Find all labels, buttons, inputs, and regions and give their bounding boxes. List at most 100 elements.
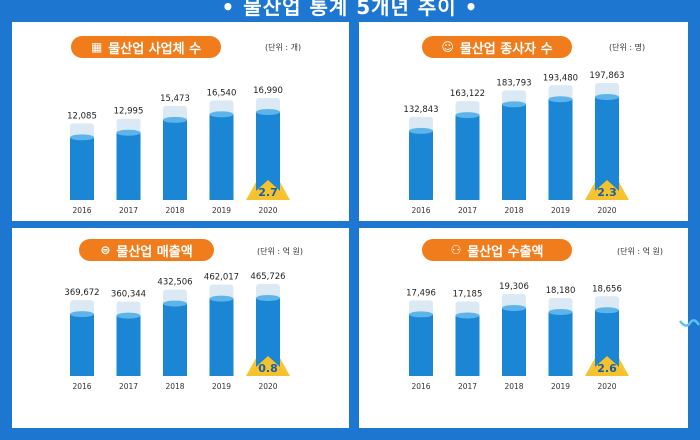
chart-panel-employees: ☺ 물산업 종사자 수 (단위 : 명) 132,843 2016 163,122 2… bbox=[359, 22, 688, 221]
data-label: 462,017 bbox=[204, 273, 239, 283]
bar bbox=[209, 298, 234, 376]
bar bbox=[116, 132, 141, 200]
bar bbox=[70, 137, 94, 200]
chart-unit: (단위 : 억 원) bbox=[617, 247, 664, 256]
data-label: 18,656 bbox=[592, 284, 622, 294]
data-label: 465,726 bbox=[250, 272, 285, 282]
bar-top-ellipse bbox=[116, 129, 141, 136]
bar bbox=[548, 311, 573, 376]
category-tick-label: 2020 bbox=[597, 206, 616, 215]
chart-title: 물산업 종사자 수 bbox=[459, 41, 553, 57]
chart-unit: (단위 : 명) bbox=[609, 43, 646, 52]
bar-top-ellipse bbox=[163, 300, 187, 307]
bar bbox=[163, 303, 187, 376]
category-tick-label: 2020 bbox=[258, 206, 277, 215]
bar bbox=[455, 315, 480, 376]
bar-top-ellipse bbox=[409, 311, 433, 318]
growth-rate-label: 2.7 bbox=[258, 186, 278, 199]
bar-top-ellipse bbox=[116, 312, 141, 319]
bar-top-ellipse bbox=[163, 116, 187, 123]
category-tick-label: 2016 bbox=[72, 206, 91, 215]
growth-rate-label: 0.8 bbox=[258, 362, 278, 375]
category-tick-label: 2017 bbox=[119, 382, 138, 391]
growth-arrow-head bbox=[585, 180, 629, 200]
chart-title: 물산업 사업체 수 bbox=[108, 41, 202, 57]
bar-top-ellipse bbox=[548, 308, 573, 315]
category-tick-label: 2019 bbox=[551, 206, 570, 215]
bar-top-ellipse bbox=[455, 112, 480, 119]
chart-panel-sales: ⊜ 물산업 매출액 (단위 : 억 원) 369,672 2016 360,344 2… bbox=[12, 228, 349, 428]
bar-chart: 369,672 2016 360,344 2017 432,506 2018 462,017… bbox=[64, 272, 290, 391]
chart-title: 물산업 매출액 bbox=[116, 244, 193, 260]
chart-panel-businesses: ▦ 물산업 사업체 수 (단위 : 개) 12,085 2016 12,995 201… bbox=[12, 22, 349, 221]
category-tick-label: 2018 bbox=[504, 206, 523, 215]
chart-title-pill: ☺ 물산업 종사자 수 bbox=[422, 36, 572, 58]
category-tick-label: 2018 bbox=[504, 382, 523, 391]
person-icon: ☺ bbox=[441, 40, 454, 54]
growth-arrow-head bbox=[585, 356, 629, 376]
category-tick-label: 2017 bbox=[458, 382, 477, 391]
data-label: 16,990 bbox=[253, 86, 283, 96]
data-label: 132,843 bbox=[403, 105, 438, 115]
data-label: 15,473 bbox=[160, 94, 190, 104]
bar-top-ellipse bbox=[548, 96, 573, 103]
bar bbox=[409, 130, 433, 200]
bar bbox=[409, 314, 433, 376]
growth-arrow-head bbox=[246, 356, 290, 376]
category-tick-label: 2020 bbox=[597, 382, 616, 391]
chart-unit: (단위 : 억 원) bbox=[257, 247, 304, 256]
bar-top-ellipse bbox=[502, 305, 526, 311]
data-label: 197,863 bbox=[589, 71, 624, 81]
category-tick-label: 2019 bbox=[212, 206, 231, 215]
data-label: 193,480 bbox=[543, 73, 578, 83]
bar-top-ellipse bbox=[409, 127, 433, 134]
bar-top-ellipse bbox=[209, 111, 234, 118]
money-bag-icon: ⊜ bbox=[100, 243, 111, 257]
data-label: 16,540 bbox=[207, 88, 237, 98]
bar-top-ellipse bbox=[595, 307, 619, 314]
bar-top-ellipse bbox=[502, 101, 526, 108]
bar-top-ellipse bbox=[209, 295, 234, 302]
category-tick-label: 2017 bbox=[119, 206, 138, 215]
data-label: 18,180 bbox=[546, 286, 576, 296]
page-title: • 물산업 통계 5개년 추이 • bbox=[221, 0, 479, 19]
bar-top-ellipse bbox=[70, 311, 94, 318]
data-label: 183,793 bbox=[496, 78, 531, 88]
category-tick-label: 2017 bbox=[458, 206, 477, 215]
category-tick-label: 2018 bbox=[165, 206, 184, 215]
growth-arrow-head bbox=[246, 180, 290, 200]
data-label: 12,995 bbox=[114, 107, 144, 117]
chart-unit: (단위 : 개) bbox=[265, 43, 302, 52]
data-label: 369,672 bbox=[64, 288, 99, 298]
chart-title-pill: ⊜ 물산업 매출액 bbox=[79, 239, 214, 261]
data-label: 163,122 bbox=[450, 89, 485, 99]
category-tick-label: 2019 bbox=[212, 382, 231, 391]
bar-top-ellipse bbox=[70, 134, 94, 141]
category-tick-label: 2018 bbox=[165, 382, 184, 391]
bar bbox=[455, 115, 480, 200]
category-tick-label: 2016 bbox=[72, 382, 91, 391]
bar-top-ellipse bbox=[256, 109, 280, 115]
bar-chart: 132,843 2016 163,122 2017 183,793 2018 193,480… bbox=[403, 71, 629, 215]
category-tick-label: 2020 bbox=[258, 382, 277, 391]
category-tick-label: 2019 bbox=[551, 382, 570, 391]
bar bbox=[70, 314, 94, 376]
bar bbox=[209, 114, 234, 200]
wave-decoration-icon bbox=[679, 319, 700, 327]
bar-top-ellipse bbox=[595, 94, 619, 100]
data-label: 17,185 bbox=[453, 289, 483, 299]
bar-chart: 12,085 2016 12,995 2017 15,473 2018 16,540 2019… bbox=[67, 86, 290, 215]
growth-rate-label: 2.6 bbox=[597, 362, 617, 375]
data-label: 17,496 bbox=[406, 288, 436, 298]
building-icon: ▦ bbox=[90, 40, 103, 54]
bar bbox=[116, 315, 141, 376]
bar bbox=[548, 99, 573, 200]
chart-panel-exports: ⚇ 물산업 수출액 (단위 : 억 원) 17,496 2016 17,185 201… bbox=[359, 228, 688, 428]
bar-top-ellipse bbox=[455, 312, 480, 319]
export-icon: ⚇ bbox=[450, 243, 462, 257]
bar-chart: 17,496 2016 17,185 2017 19,306 2018 18,180 2019… bbox=[406, 282, 629, 391]
bar bbox=[163, 119, 187, 200]
data-label: 360,344 bbox=[111, 290, 146, 300]
bar bbox=[502, 308, 526, 376]
category-tick-label: 2016 bbox=[411, 206, 430, 215]
